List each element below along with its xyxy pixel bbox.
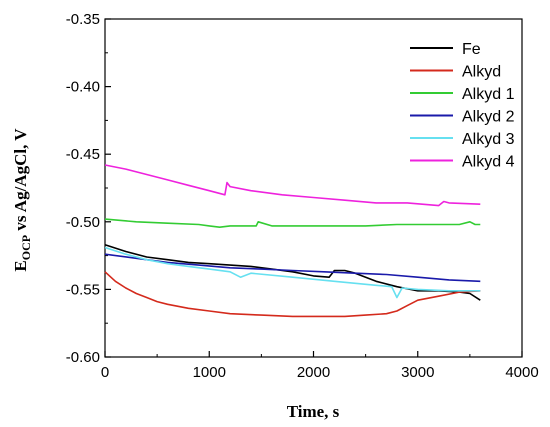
x-tick-label: 3000 bbox=[401, 364, 434, 381]
y-tick-label: -0.45 bbox=[66, 146, 100, 163]
x-tick-label: 0 bbox=[101, 364, 109, 381]
y-tick-label: -0.35 bbox=[66, 11, 100, 28]
series-line-alkyd bbox=[104, 271, 481, 318]
series-line-fe bbox=[104, 244, 481, 301]
plot-frame bbox=[104, 18, 523, 358]
y-axis-title-main: E bbox=[11, 260, 30, 271]
series-line-alkyd-3 bbox=[104, 246, 481, 299]
y-tick-label: -0.55 bbox=[66, 281, 100, 298]
series-lines bbox=[104, 164, 481, 318]
legend-label-alkyd-1: Alkyd 1 bbox=[462, 86, 515, 103]
y-tick-label: -0.60 bbox=[66, 349, 100, 366]
legend-label-alkyd-2: Alkyd 2 bbox=[462, 109, 515, 126]
series-line-alkyd-4 bbox=[104, 164, 481, 207]
series-line-alkyd-2 bbox=[104, 253, 481, 283]
x-tick-label: 4000 bbox=[505, 364, 538, 381]
x-tick-label: 2000 bbox=[297, 364, 330, 381]
series-line-alkyd-1 bbox=[104, 218, 481, 228]
x-axis-ticks: 0 1000 2000 3000 4000 bbox=[101, 351, 539, 381]
legend-label-alkyd-4: Alkyd 4 bbox=[462, 154, 515, 171]
y-tick-label: -0.40 bbox=[66, 79, 100, 96]
legend: Fe Alkyd Alkyd 1 Alkyd 2 Alkyd 3 Alkyd 4 bbox=[410, 41, 515, 171]
legend-label-alkyd: Alkyd bbox=[462, 64, 501, 81]
plot-border bbox=[104, 18, 523, 358]
y-axis-title-subscript: OCP bbox=[19, 235, 33, 260]
y-axis-title: EOCP vs Ag/AgCl, V bbox=[11, 128, 33, 272]
y-axis-ticks: -0.35 -0.40 -0.45 -0.50 -0.55 -0.60 bbox=[66, 11, 111, 366]
y-tick-label: -0.50 bbox=[66, 214, 100, 231]
legend-label-alkyd-3: Alkyd 3 bbox=[462, 131, 515, 148]
x-axis-title: Time, s bbox=[287, 402, 340, 421]
y-axis-title-rest: vs Ag/AgCl, V bbox=[11, 128, 30, 235]
x-tick-label: 1000 bbox=[193, 364, 226, 381]
legend-label-fe: Fe bbox=[462, 41, 481, 58]
